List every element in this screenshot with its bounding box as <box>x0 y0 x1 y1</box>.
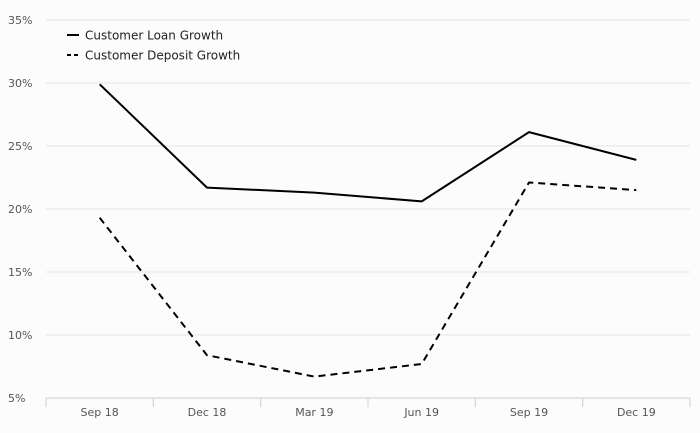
x-tick-label-5: Dec 19 <box>617 406 656 419</box>
y-tick-label-15: 15% <box>8 266 32 279</box>
x-axis: Sep 18 Dec 18 Mar 19 Jun 19 Sep 19 Dec 19 <box>45 397 691 419</box>
y-tick-label-5: 5% <box>8 392 25 405</box>
x-tick-label-1: Dec 18 <box>188 406 227 419</box>
legend: Customer Loan Growth Customer Deposit Gr… <box>67 29 240 63</box>
y-axis-ticks: 5% 10% 15% 20% 25% 30% 35% <box>8 14 32 405</box>
y-tick-label-35: 35% <box>8 14 32 27</box>
series-line-deposit <box>98 181 637 378</box>
y-tick-label-10: 10% <box>8 329 32 342</box>
y-tick-label-30: 30% <box>8 77 32 90</box>
series-line-loan <box>99 83 637 203</box>
y-tick-label-25: 25% <box>8 140 32 153</box>
x-tick-label-3: Jun 19 <box>403 406 439 419</box>
y-tick-label-20: 20% <box>8 203 32 216</box>
legend-label-loan: Customer Loan Growth <box>85 29 223 43</box>
grid-lines <box>46 19 690 336</box>
x-tick-label-0: Sep 18 <box>81 406 119 419</box>
series-lines <box>98 83 637 378</box>
x-tick-label-2: Mar 19 <box>295 406 333 419</box>
x-tick-label-4: Sep 19 <box>510 406 548 419</box>
legend-label-deposit: Customer Deposit Growth <box>85 49 240 63</box>
